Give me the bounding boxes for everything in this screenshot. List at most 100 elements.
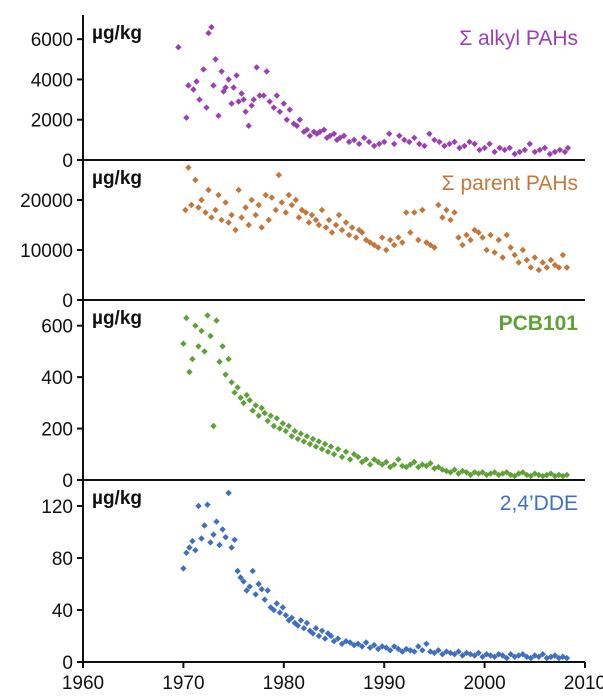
data-point: [276, 609, 283, 616]
data-point: [371, 241, 378, 249]
y-tick-label: 40: [52, 601, 73, 622]
data-point: [541, 144, 548, 152]
data-point: [332, 221, 340, 229]
data-point: [411, 134, 418, 141]
series-name: Σ parent PAHs: [442, 172, 578, 195]
data-point: [391, 643, 398, 650]
data-point: [189, 355, 196, 363]
data-point: [242, 204, 249, 211]
data-point: [441, 142, 448, 150]
data-point: [205, 186, 212, 194]
data-point: [273, 92, 280, 99]
data-point: [228, 379, 235, 386]
data-point: [252, 402, 259, 409]
data-point: [342, 448, 350, 455]
data-point: [321, 635, 329, 642]
data-point: [338, 226, 346, 234]
data-point: [471, 652, 478, 659]
data-point: [396, 132, 403, 139]
data-point: [303, 433, 311, 440]
data-point: [527, 472, 534, 480]
data-point: [507, 244, 514, 251]
y-tick-label: 200: [41, 420, 73, 441]
data-point: [182, 206, 189, 214]
data-point: [539, 651, 546, 658]
data-point: [391, 461, 398, 468]
data-point: [423, 239, 430, 246]
data-point: [556, 146, 564, 154]
data-point: [207, 539, 214, 546]
data-point: [210, 531, 217, 538]
data-point: [340, 132, 348, 139]
data-point: [198, 196, 205, 204]
data-point: [213, 317, 220, 324]
data-point: [204, 501, 211, 508]
data-point: [439, 651, 446, 658]
data-point: [298, 206, 306, 214]
data-point: [354, 453, 362, 461]
data-point: [481, 144, 488, 152]
data-point: [213, 518, 220, 525]
data-point: [443, 206, 450, 214]
data-point: [419, 647, 426, 654]
data-point: [216, 541, 223, 549]
data-point: [278, 199, 285, 206]
data-point: [531, 470, 538, 477]
data-point: [506, 144, 513, 152]
data-point: [403, 209, 410, 216]
data-point: [255, 201, 262, 209]
data-point: [186, 368, 193, 376]
data-point: [411, 648, 418, 655]
data-point: [366, 461, 374, 468]
data-point: [375, 645, 382, 653]
data-point: [219, 526, 226, 533]
data-point: [358, 458, 366, 466]
data-point: [238, 214, 245, 221]
data-point: [455, 234, 462, 241]
data-point: [375, 244, 382, 251]
data-point: [306, 627, 314, 634]
data-point: [185, 82, 192, 89]
data-point: [395, 456, 402, 463]
data-point: [435, 647, 442, 654]
data-point: [272, 206, 279, 214]
data-point: [399, 239, 406, 246]
data-point: [436, 138, 443, 146]
data-point: [192, 547, 199, 554]
data-point: [547, 470, 555, 477]
data-point: [401, 136, 408, 144]
data-point: [240, 96, 247, 103]
data-point: [258, 404, 265, 412]
data-point: [282, 427, 289, 435]
data-point: [243, 391, 250, 399]
data-point: [350, 136, 358, 144]
data-point: [407, 229, 414, 236]
data-point: [276, 425, 283, 432]
data-point: [312, 625, 320, 632]
data-point: [222, 199, 229, 206]
data-point: [523, 256, 530, 264]
data-point: [467, 236, 474, 244]
data-point: [496, 144, 503, 152]
data-point: [204, 312, 211, 319]
data-point: [511, 251, 518, 259]
data-point: [345, 138, 353, 146]
data-point: [248, 196, 255, 204]
y-axis-unit-label: µg/kg: [92, 168, 142, 189]
data-point: [245, 122, 252, 129]
data-point: [334, 445, 342, 453]
data-point: [362, 236, 370, 244]
data-point: [288, 614, 295, 621]
data-point: [285, 191, 292, 199]
y-tick-label: 120: [41, 497, 73, 518]
data-point: [435, 201, 442, 209]
data-point: [466, 138, 473, 146]
data-point: [228, 100, 235, 107]
data-point: [348, 224, 356, 231]
data-point: [216, 358, 223, 365]
data-point: [342, 219, 350, 226]
data-point: [253, 64, 260, 71]
data-point: [467, 651, 474, 658]
data-point: [192, 322, 199, 329]
data-point: [358, 643, 366, 650]
